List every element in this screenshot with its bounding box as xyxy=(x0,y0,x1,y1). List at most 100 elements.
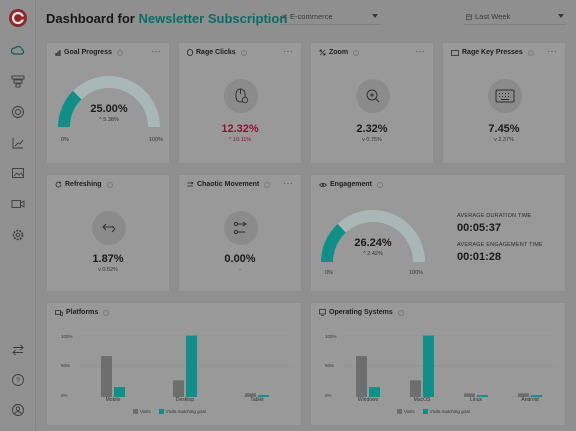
gallery-icon[interactable] xyxy=(9,164,27,182)
bar-visits[interactable] xyxy=(101,356,112,397)
more-options-icon[interactable]: ··· xyxy=(547,47,557,56)
card-title: Zoom xyxy=(329,49,349,56)
user-icon[interactable] xyxy=(9,401,27,419)
bar-visits-matching-goal[interactable] xyxy=(423,335,434,397)
rage-key-presses-value: 7.45% xyxy=(488,123,520,135)
bar-visits[interactable] xyxy=(173,380,184,397)
card-header: Refreshing xyxy=(55,181,113,188)
card-header: Goal Progress xyxy=(55,49,123,56)
category-select-value: E-commerce xyxy=(290,12,333,21)
gauge-max-label: 100% xyxy=(148,137,163,143)
chart-icon[interactable] xyxy=(9,134,27,152)
bar-visits-matching-goal[interactable] xyxy=(531,395,542,397)
expand-icon xyxy=(319,49,326,56)
avg-engagement-label: AVERAGE ENGAGEMENT TIME xyxy=(457,242,543,248)
operating-systems-card: Operating Systems 100% 50% 0% Windows Mac… xyxy=(310,302,566,426)
cloud-icon[interactable] xyxy=(9,42,27,60)
video-icon[interactable] xyxy=(9,195,27,213)
avg-engagement-value: 00:01:28 xyxy=(457,251,502,263)
gauge-min-label: 0% xyxy=(325,270,333,276)
info-icon[interactable] xyxy=(264,181,271,188)
swap-icon[interactable] xyxy=(9,341,27,359)
bar-visits-matching-goal[interactable] xyxy=(114,387,125,397)
info-icon[interactable] xyxy=(527,49,534,56)
x-tick-label: Desktop xyxy=(175,397,195,403)
zoom-value: 2.32% xyxy=(356,123,388,135)
info-icon[interactable] xyxy=(377,181,384,188)
legend-visits: Visits xyxy=(397,409,415,415)
funnel-icon[interactable] xyxy=(9,72,27,90)
bar-chart-icon xyxy=(55,49,61,56)
x-tick-label: Tablet xyxy=(250,397,264,403)
help-icon[interactable]: ? xyxy=(9,371,27,389)
chart-legend: Visits Visits matching goal xyxy=(133,409,206,415)
more-options-icon[interactable]: ··· xyxy=(283,47,293,56)
bar-visits[interactable] xyxy=(245,393,256,397)
settings-icon[interactable] xyxy=(9,226,27,244)
logo-icon[interactable] xyxy=(8,8,28,28)
title-accent: Newsletter Subscription xyxy=(138,10,288,26)
title-prefix: Dashboard for xyxy=(46,10,135,26)
x-tick-label: MacOS xyxy=(413,397,431,403)
chaotic-movement-icon xyxy=(224,211,258,245)
more-options-icon[interactable]: ··· xyxy=(283,179,293,188)
bar-visits[interactable] xyxy=(518,393,529,397)
refreshing-change: v 0.52% xyxy=(98,267,118,273)
page-header: Dashboard for Newsletter Subscription xyxy=(46,8,287,28)
bar-visits-matching-goal[interactable] xyxy=(186,335,197,397)
bar-visits-matching-goal[interactable] xyxy=(477,395,488,397)
card-header: Operating Systems xyxy=(319,309,404,316)
more-options-icon[interactable]: ··· xyxy=(415,47,425,56)
avg-duration-value: 00:05:37 xyxy=(457,222,502,234)
devices-icon xyxy=(55,309,63,316)
keyboard-icon xyxy=(488,79,522,113)
period-select[interactable]: Last Week xyxy=(464,9,566,25)
operating-systems-bar-chart xyxy=(341,335,557,397)
category-select[interactable]: ⇄ E-commerce xyxy=(280,9,380,25)
legend-visits: Visits xyxy=(133,409,151,415)
bar-visits[interactable] xyxy=(410,380,421,397)
goal-gauge xyxy=(58,76,160,128)
chevron-down-icon xyxy=(372,14,378,18)
target-icon[interactable] xyxy=(9,103,27,121)
info-icon[interactable] xyxy=(353,49,360,56)
info-icon[interactable] xyxy=(397,309,404,316)
x-tick-label: Android xyxy=(521,397,539,403)
card-header: Rage Key Presses xyxy=(451,49,534,56)
engagement-card: Engagement 26.24% ^ 2.42% 0% 100% AVERAG… xyxy=(310,174,566,292)
card-title: Goal Progress xyxy=(64,49,112,56)
more-options-icon[interactable]: ··· xyxy=(151,47,161,56)
bar-visits-matching-goal[interactable] xyxy=(258,395,269,397)
y-tick: 0% xyxy=(61,393,68,398)
card-header: Chaotic Movement xyxy=(187,181,271,188)
bar-visits[interactable] xyxy=(464,393,475,397)
rage-key-presses-change: v 2.37% xyxy=(494,137,514,143)
refreshing-card: Refreshing 1.87% v 0.52% xyxy=(46,174,170,292)
bar-visits[interactable] xyxy=(356,356,367,397)
card-header: Rage Clicks xyxy=(187,49,247,56)
gauge-min-label: 0% xyxy=(61,137,69,143)
bar-visits-matching-goal[interactable] xyxy=(369,387,380,397)
info-icon[interactable] xyxy=(106,181,113,188)
card-title: Rage Clicks xyxy=(196,49,236,56)
mouse-icon xyxy=(187,49,193,56)
zoom-card: Zoom ··· 2.32% v 0.75% xyxy=(310,42,434,164)
info-icon[interactable] xyxy=(103,309,110,316)
card-title: Engagement xyxy=(330,181,373,188)
info-icon[interactable] xyxy=(116,49,123,56)
rage-clicks-card: Rage Clicks ··· 12.32% ^ 10.11% xyxy=(178,42,302,164)
avg-duration-label: AVERAGE DURATION TIME xyxy=(457,213,532,219)
chevron-down-icon xyxy=(558,14,564,18)
y-tick: 100% xyxy=(61,334,73,339)
rage-clicks-change: ^ 10.11% xyxy=(228,137,252,143)
x-tick-label: Mobile xyxy=(105,397,121,403)
legend-visits-matching-goal: Visits matching goal xyxy=(158,409,206,415)
info-icon[interactable] xyxy=(240,49,247,56)
engagement-gauge xyxy=(321,210,425,263)
goal-progress-card: Goal Progress ··· 25.00% ^ 5.38% 0% 100% xyxy=(46,42,170,164)
card-title: Chaotic Movement xyxy=(197,181,260,188)
keyboard-small-icon xyxy=(451,49,459,56)
refreshing-value: 1.87% xyxy=(92,253,124,265)
y-tick: 0% xyxy=(325,393,332,398)
page-title: Dashboard for Newsletter Subscription xyxy=(46,11,287,26)
